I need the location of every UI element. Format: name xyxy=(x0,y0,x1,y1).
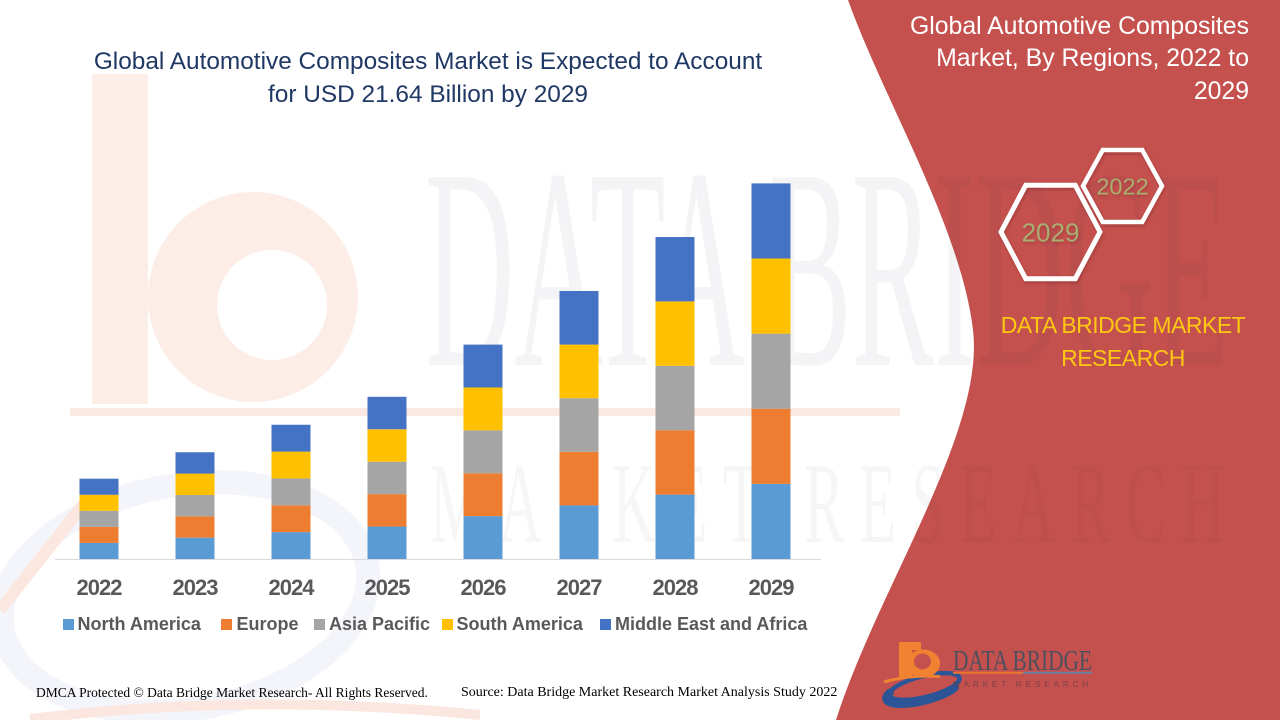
svg-text:MARKET RESEARCH: MARKET RESEARCH xyxy=(953,679,1092,689)
svg-text:2029: 2029 xyxy=(1022,218,1080,248)
svg-text:2022: 2022 xyxy=(1096,174,1148,200)
svg-text:DATA BRIDGE: DATA BRIDGE xyxy=(953,645,1092,677)
